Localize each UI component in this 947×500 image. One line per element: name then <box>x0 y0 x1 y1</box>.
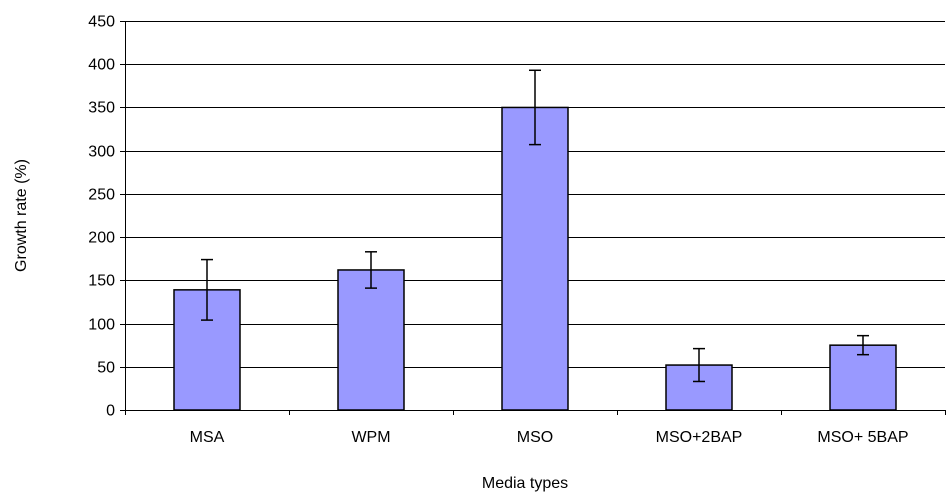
x-tick-labels: MSA WPM MSO MSO+2BAP MSO+ 5BAP <box>190 429 909 446</box>
x-tick-label: MSO+ 5BAP <box>817 429 908 446</box>
x-tick-label: WPM <box>351 429 390 446</box>
y-axis-label: Growth rate (%) <box>13 159 30 272</box>
error-bar <box>529 69 541 146</box>
bars <box>173 106 897 411</box>
x-tick-label: MSO <box>517 429 553 446</box>
y-tick-label: 100 <box>88 317 115 334</box>
error-bar <box>365 251 377 289</box>
bar <box>501 106 569 411</box>
y-tick-label: 300 <box>88 144 115 161</box>
x-tick-label: MSA <box>190 429 225 446</box>
y-tick-labels: 0 50 100 150 200 250 300 350 400 450 <box>88 14 115 420</box>
bar <box>337 269 405 411</box>
y-tick-label: 250 <box>88 187 115 204</box>
error-bar <box>693 347 705 383</box>
y-tick-label: 0 <box>106 403 115 420</box>
y-tick-label: 450 <box>88 14 115 31</box>
y-tick-label: 200 <box>88 230 115 247</box>
error-bar <box>201 258 213 321</box>
y-tick-label: 50 <box>97 360 115 377</box>
y-tick-label: 400 <box>88 57 115 74</box>
x-tick-label: MSO+2BAP <box>656 429 743 446</box>
y-tick-label: 150 <box>88 273 115 290</box>
y-tick-label: 350 <box>88 100 115 117</box>
error-bar <box>857 334 869 356</box>
error-bars <box>201 69 869 383</box>
x-axis-label: Media types <box>482 475 568 492</box>
axes <box>120 21 946 415</box>
